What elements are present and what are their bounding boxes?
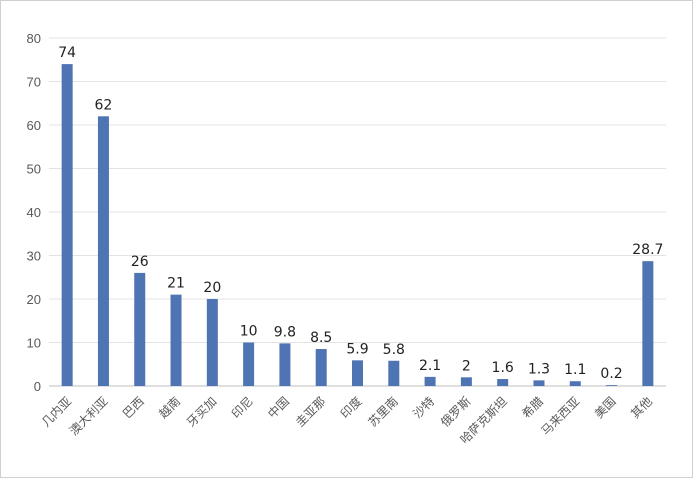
y-tick-label: 40 [27,205,41,220]
data-label: 1.6 [492,360,514,376]
x-tick-label: 苏里南 [365,394,401,430]
x-tick-label: 沙特 [410,394,438,422]
x-tick-label: 印度 [337,394,365,422]
data-label: 28.7 [632,242,663,258]
bar [606,385,618,386]
data-label: 9.8 [274,324,296,340]
y-tick-label: 30 [27,249,41,264]
x-tick-label: 其他 [628,394,655,421]
bar [170,294,182,386]
y-tick-label: 20 [27,292,41,307]
x-tick-label: 俄罗斯 [438,394,473,429]
x-tick-label: 澳大利亚 [67,394,111,438]
y-tick-label: 0 [34,379,41,394]
bar [497,379,509,386]
bar [424,376,436,386]
data-label: 5.8 [383,342,405,358]
y-tick-label: 50 [27,162,41,177]
bar [61,64,73,386]
data-label: 62 [95,97,113,113]
bar [352,360,363,386]
x-tick-label: 美国 [592,394,619,421]
bar [279,343,291,386]
y-tick-label: 80 [27,31,41,46]
data-label: 2 [462,358,471,374]
x-tick-label: 圭亚那 [293,394,328,429]
bar [243,342,255,386]
data-label: 21 [167,276,185,292]
data-label: 8.5 [310,330,332,346]
bar [206,299,218,386]
data-label: 1.3 [528,361,550,377]
x-tick-label: 印尼 [229,394,256,421]
data-label: 0.2 [600,366,622,382]
x-tick-label: 几内亚 [39,394,74,429]
bar [315,349,327,386]
bar [642,261,654,386]
data-label: 1.1 [564,362,586,378]
data-label: 26 [131,254,149,270]
data-label: 2.1 [419,358,441,374]
bar [134,272,146,386]
x-tick-label: 巴西 [120,394,147,421]
bar [388,360,400,386]
x-tick-label: 马来西亚 [539,394,583,438]
bar [97,116,109,387]
x-tick-label: 中国 [264,394,292,422]
y-tick-label: 70 [27,75,41,90]
x-tick-label: 牙买加 [184,394,219,429]
bar [533,380,545,386]
y-tick-label: 10 [27,336,41,351]
data-label: 10 [240,324,258,340]
y-tick-label: 60 [27,118,41,133]
data-label: 20 [203,280,221,296]
x-tick-label: 希腊 [519,394,547,422]
x-tick-label: 越南 [156,394,184,422]
bar [460,377,472,386]
bar [569,381,581,386]
data-label: 5.9 [346,341,368,357]
data-label: 74 [58,45,76,61]
